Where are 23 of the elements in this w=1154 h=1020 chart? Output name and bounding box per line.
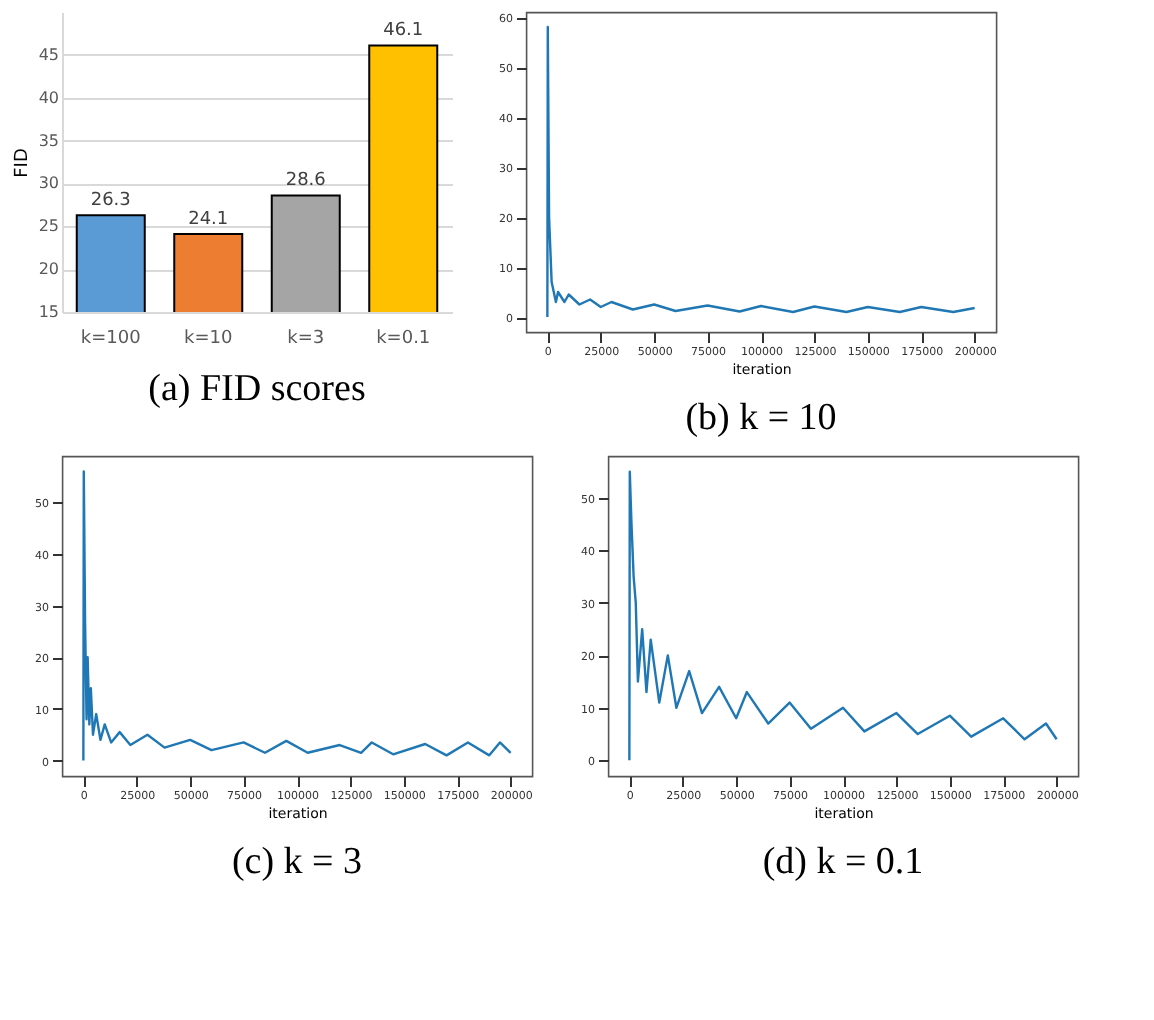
text: (a) FID scores: [148, 368, 366, 410]
data-label: 24.1: [188, 210, 229, 230]
data-label: 46.1: [383, 21, 424, 42]
data-label: 26.3: [90, 191, 131, 212]
x-tick-label: k=10: [184, 329, 233, 349]
y-tick-label: 30: [38, 174, 59, 193]
y-tick-label: 45: [38, 45, 59, 64]
text: (b) k = 10: [685, 397, 837, 439]
data-label: 28.6: [285, 171, 327, 192]
y-tick-label: 40: [38, 88, 59, 107]
line-series: [82, 470, 512, 762]
y-axis-title: FID: [12, 148, 33, 178]
line-series: [546, 25, 976, 319]
line-series: [628, 470, 1058, 762]
x-tick-label: k=100: [80, 329, 142, 349]
y-tick-label: 20: [38, 260, 59, 279]
x-tick-label: k=3: [287, 329, 325, 349]
text: (c) k = 3: [231, 841, 363, 883]
text: (d) k = 0.1: [762, 841, 924, 883]
y-tick-label: 35: [38, 131, 59, 150]
y-tick-label: 25: [38, 217, 59, 236]
y-tick-label: 15: [38, 303, 59, 321]
x-tick-label: k=0.1: [376, 329, 431, 349]
